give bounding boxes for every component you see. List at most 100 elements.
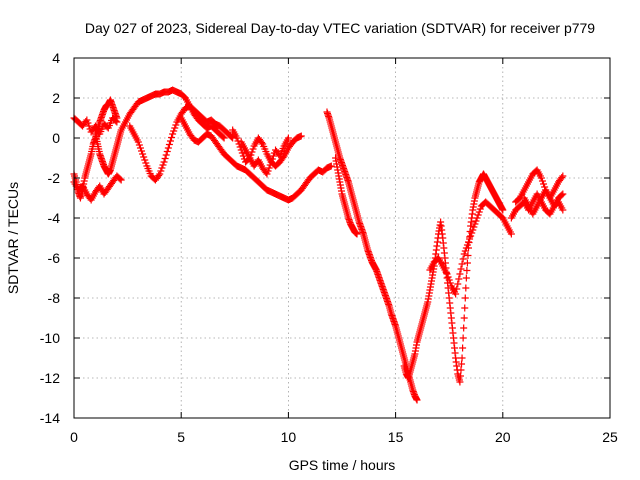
data-point: [456, 372, 464, 380]
series-trace-c: [70, 172, 125, 204]
series-trace-i: [323, 108, 421, 404]
data-point: [456, 378, 464, 386]
y-tick-label: -8: [48, 290, 61, 306]
data-point: [166, 137, 174, 145]
data-point: [457, 265, 465, 273]
y-tick-label: -6: [48, 250, 61, 266]
data-point: [456, 270, 464, 278]
data-point: [155, 172, 163, 179]
data-point: [458, 360, 466, 368]
data-point: [353, 230, 361, 238]
chart-title: Day 027 of 2023, Sidereal Day-to-day VTE…: [85, 20, 595, 36]
x-tick-label: 25: [602, 429, 618, 445]
data-point: [559, 206, 567, 214]
series-trace-b: [70, 114, 121, 138]
series-trace-d: [91, 86, 228, 178]
data-point: [453, 285, 461, 293]
data-point: [219, 133, 227, 141]
data-point: [462, 284, 470, 292]
data-point: [265, 164, 273, 172]
data-point: [134, 138, 142, 146]
data-point: [499, 206, 507, 214]
y-tick-label: 0: [52, 130, 60, 146]
data-point: [164, 144, 172, 152]
data-point: [163, 148, 171, 155]
axis-ticks: [73, 57, 611, 419]
data-point: [463, 267, 471, 274]
y-tick-label: -14: [40, 410, 60, 426]
data-point: [139, 150, 147, 158]
data-point: [284, 134, 292, 142]
data-point: [165, 141, 173, 148]
data-point: [537, 174, 545, 182]
data-point: [457, 366, 465, 374]
data-point: [445, 276, 453, 284]
data-point: [112, 117, 120, 125]
y-tick-label: -10: [40, 330, 60, 346]
data-point: [455, 275, 463, 283]
data-point: [220, 134, 228, 142]
data-point: [170, 127, 178, 135]
data-point: [172, 121, 180, 129]
data-point: [234, 137, 242, 145]
data-point: [162, 151, 170, 159]
series-trace-o: [520, 186, 567, 218]
data-point: [476, 205, 484, 213]
data-point: [84, 119, 92, 127]
data-point: [443, 270, 451, 278]
series-trace-g: [229, 126, 305, 170]
data-point: [507, 230, 515, 238]
data-point: [135, 141, 143, 149]
data-point: [157, 167, 165, 175]
data-point: [454, 280, 462, 288]
data-point: [472, 217, 480, 225]
data-point: [538, 177, 546, 185]
series-trace-e: [126, 102, 237, 184]
y-tick-labels: 4 2 0 -2 -4 -6 -8 -10 -12 -14: [40, 50, 60, 426]
data-point: [258, 139, 266, 146]
y-tick-label: 4: [52, 50, 60, 66]
grid-lines: [74, 58, 610, 418]
data-point: [461, 247, 469, 255]
data-point: [459, 344, 467, 352]
data-point: [238, 149, 246, 157]
data-point: [463, 259, 471, 267]
data-point: [464, 238, 472, 246]
data-point: [116, 175, 124, 183]
data-point: [469, 226, 477, 234]
x-tick-label: 20: [495, 429, 511, 445]
data-point: [458, 260, 466, 268]
y-tick-label: -12: [40, 370, 60, 386]
x-tick-labels: 0 5 10 15 20 25: [70, 429, 618, 445]
data-point: [462, 244, 470, 252]
data-point: [467, 232, 475, 240]
data-point: [461, 294, 469, 302]
data-point: [475, 208, 483, 216]
data-point: [459, 255, 467, 263]
data-point: [446, 279, 454, 287]
data-point: [136, 144, 144, 152]
data-point: [168, 134, 176, 141]
series-trace-k: [400, 170, 507, 386]
data-point: [83, 116, 91, 124]
data-point: [462, 274, 470, 282]
data-point: [540, 180, 548, 188]
x-axis-label: GPS time / hours: [289, 457, 396, 473]
x-tick-label: 15: [388, 429, 404, 445]
data-marks: [70, 86, 567, 404]
x-tick-label: 0: [70, 429, 78, 445]
data-point: [466, 235, 474, 243]
data-point: [266, 161, 274, 169]
y-tick-label: -2: [48, 170, 61, 186]
data-point: [171, 124, 179, 132]
data-point: [117, 176, 125, 184]
x-tick-label: 5: [177, 429, 185, 445]
series-trace-j: [332, 154, 361, 238]
series-trace-f: [177, 114, 335, 204]
y-tick-label: -4: [48, 210, 61, 226]
data-point: [559, 172, 567, 180]
plot-frame: [73, 57, 611, 419]
data-point: [459, 334, 467, 342]
data-point: [473, 214, 481, 222]
